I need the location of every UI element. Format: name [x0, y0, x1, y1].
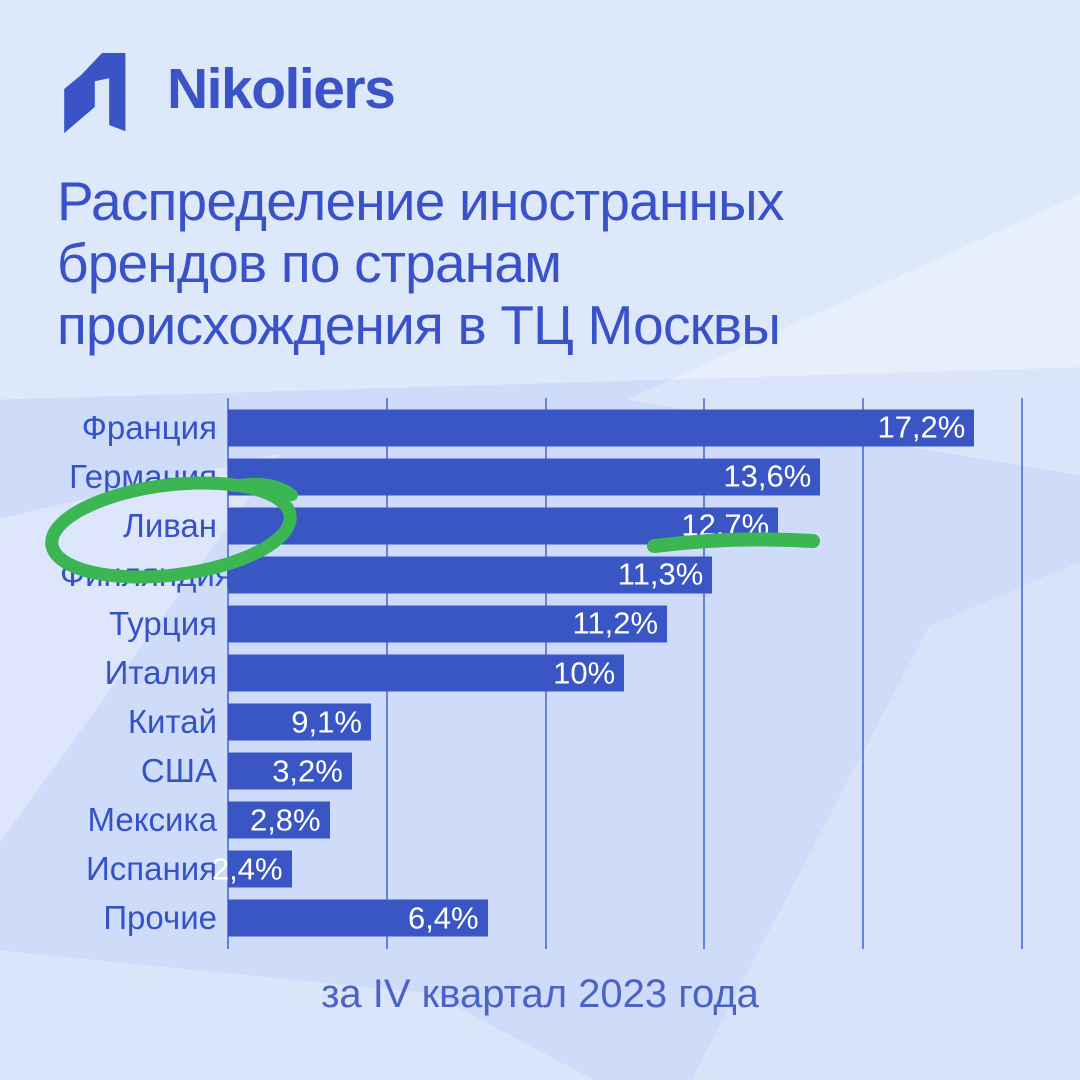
bar-row: Финляндия 11,3% — [60, 550, 1022, 599]
bar-value: 6,4% — [407, 900, 479, 936]
bar-value: 2,4% — [211, 851, 283, 887]
bar: 11,2% — [228, 605, 668, 643]
bar: 12,7% — [228, 507, 779, 545]
bar: 10% — [228, 654, 625, 692]
bar-value: 17,2% — [877, 409, 966, 445]
brand-wordmark: Nikoliers — [167, 57, 396, 121]
bar-row: Турция 11,2% — [60, 599, 1022, 648]
chart-title-line: Распределение иностранных — [57, 170, 784, 232]
bar-row: Италия 10% — [60, 648, 1022, 697]
gridline — [703, 398, 706, 949]
bar-value: 9,1% — [291, 704, 362, 740]
bar-value: 11,3% — [617, 556, 704, 592]
bar-row: Испания 2,4% — [60, 845, 1022, 894]
brand-logo: Nikoliers — [57, 44, 396, 134]
chart-caption: за IV квартал 2023 года — [321, 972, 759, 1016]
bar: 9,1% — [228, 703, 371, 741]
gridline — [862, 398, 865, 949]
nikoliers-house-icon — [64, 53, 126, 134]
chart-title: Распределение иностранных брендов по стр… — [57, 170, 1037, 356]
bar: 11,3% — [228, 556, 713, 594]
bar-rows: Франция 17,2% Германия 13,6% Ливан 12,7%… — [60, 403, 1022, 943]
bar-chart: Франция 17,2% Германия 13,6% Ливан 12,7%… — [60, 398, 1023, 949]
bar-row: Китай 9,1% — [60, 698, 1022, 747]
bar-label: Мексика — [87, 801, 217, 839]
bar-value: 10% — [553, 655, 616, 691]
bar-label: Германия — [69, 457, 217, 495]
bar-row: США 3,2% — [60, 747, 1022, 796]
gridline — [1021, 398, 1023, 949]
bar-value: 3,2% — [272, 753, 343, 789]
bar-value: 11,2% — [572, 605, 659, 641]
bar: 2,4% — [212, 850, 292, 888]
chart-title-line: происхождения в ТЦ Москвы — [57, 294, 781, 356]
bar-row: Германия 13,6% — [60, 452, 1022, 501]
bar-label: Италия — [104, 654, 217, 692]
bar-label: Франция — [81, 408, 217, 446]
bar-row: Мексика 2,8% — [60, 796, 1022, 845]
bar-label: Ливан — [123, 506, 217, 544]
bar-label: Китай — [127, 703, 217, 741]
bar-row: Франция 17,2% — [60, 403, 1022, 452]
bar-row-highlighted: Ливан 12,7% — [60, 501, 1022, 550]
bar-value: 13,6% — [723, 458, 812, 494]
bar-row: Прочие 6,4% — [60, 894, 1022, 943]
bar-label: Финляндия — [60, 555, 233, 593]
bar-value: 12,7% — [681, 507, 770, 543]
bar-label: Турция — [109, 604, 217, 642]
bar-label: США — [140, 752, 217, 790]
bar: 17,2% — [228, 409, 975, 447]
bar: 6,4% — [228, 899, 488, 937]
bar: 2,8% — [228, 801, 330, 839]
bar-label: Прочие — [103, 899, 217, 937]
bar-value: 2,8% — [249, 802, 321, 838]
chart-title-line: брендов по странам — [57, 232, 562, 294]
bar: 13,6% — [228, 458, 821, 496]
bar: 3,2% — [228, 752, 352, 790]
bar-label: Испания — [86, 850, 217, 888]
